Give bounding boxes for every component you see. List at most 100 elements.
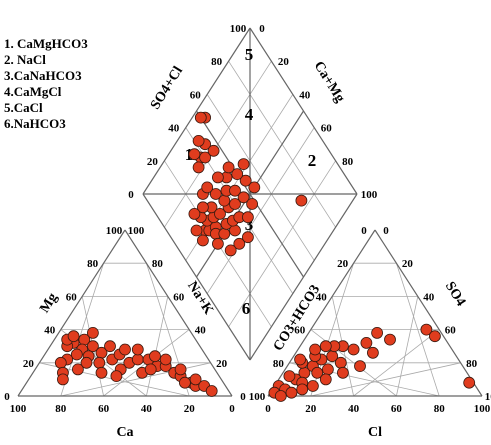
anion-point [371,326,384,339]
anion-point [420,323,433,336]
cation-left-tick: 40 [44,325,56,337]
diamond-point [188,148,201,161]
diamond-right-tick: 0 [259,23,265,35]
anion-bottom-tick: 60 [391,403,403,415]
anion-point [354,360,366,373]
cation-point [93,356,106,369]
anion-point [309,343,322,356]
cation-bottom-tick: 20 [184,403,196,415]
diamond-point [241,231,254,244]
zone-label-3: 3 [245,215,254,234]
anion-point [463,376,476,389]
data-points [54,111,476,402]
cation-left-label: Mg [37,291,60,316]
cation-bottom-tick: 0 [229,403,235,415]
anion-left-tick: 20 [337,258,349,270]
legend-item-5: 5.CaCl [4,100,43,115]
grid-line [310,362,461,397]
anion-right-tick: 60 [445,325,457,337]
diamond-left-tick: 20 [147,156,159,168]
cation-right-tick: 20 [216,358,228,370]
anion-left-label: CO3+HCO3 [271,282,323,353]
diamond-point [237,158,250,171]
cation-right-tick: 0 [240,391,246,403]
frame-edge [267,229,376,397]
diamond-point [218,227,231,240]
cation-point [131,353,144,366]
anion-right-tick: 40 [423,291,435,303]
zone-label-2: 2 [308,151,317,170]
cation-bottom-tick: 40 [141,403,153,415]
diamond-point [224,244,237,257]
grid-line [396,296,419,397]
diamond-point [188,207,201,220]
diamond-point [196,234,209,247]
diamond-point [209,188,222,200]
anion-point [285,386,298,399]
frame-edge [249,27,358,195]
diamond-left-tick: 100 [230,23,247,35]
legend-item-3: 3.CaNaHCO3 [4,68,82,83]
diamond-point [222,161,235,174]
diamond-left-tick: 40 [168,123,180,135]
anion-left-tick: 80 [273,358,285,370]
triangle-frames [17,27,483,397]
diamond-point [211,171,224,184]
cation-point [80,356,93,369]
diamond-point [201,181,214,194]
cation-left-tick: 100 [106,225,123,237]
anion-point [360,336,373,349]
diamond-right-tick: 40 [299,89,311,101]
cation-point [87,340,99,353]
diamond-point [239,174,252,187]
diamond-point [190,224,203,237]
anion-bottom-label: Cl [368,425,382,440]
diamond-left-tick: 0 [128,189,134,201]
cation-point [159,353,172,366]
cation-point [54,356,67,369]
diamond-point [229,184,241,197]
cation-bottom-tick: 60 [98,403,110,415]
zone-label-6: 6 [242,299,251,318]
cation-point [110,370,123,383]
diamond-point [246,198,259,210]
anion-bottom-tick: 40 [348,403,360,415]
cation-right-tick: 80 [152,258,164,270]
legend-item-1: 1. CaMgHCO3 [4,36,88,51]
cation-point [72,363,84,376]
diamond-right-tick: 20 [278,56,290,68]
legend-item-2: 2. NaCl [4,52,46,67]
anion-right-tick: 80 [466,358,478,370]
diamond-point [211,237,224,250]
diamond-point [192,134,205,147]
anion-bottom-tick: 80 [434,403,446,415]
anion-right-label: SO4 [442,279,468,309]
grid-line [396,263,440,397]
cation-left-tick: 0 [4,391,10,403]
diamond-right-tick: 100 [361,189,378,201]
diamond-right-tick: 60 [321,123,333,135]
diamond-point [218,194,231,207]
diamond-right-label: Ca+Mg [311,59,348,105]
diamond-point [229,198,241,210]
cation-point [174,363,187,376]
anion-point [296,383,309,396]
frame-edge [124,229,233,397]
diamond-left-label: SO4+Cl [148,64,186,112]
anion-right-tick: 0 [383,225,389,237]
anion-right-tick: 100 [485,391,491,403]
diamond-point [199,151,212,164]
grid-line [146,296,169,397]
cation-point [144,363,157,376]
diamond-left-tick: 80 [211,56,223,68]
anion-left-tick: 40 [316,291,328,303]
diamond-point [229,224,241,237]
frame-edge [374,229,483,397]
anion-left-tick: 0 [361,225,367,237]
cation-point [119,343,131,356]
cation-point [57,373,69,386]
anion-left-tick: 60 [294,325,306,337]
anion-point [311,366,324,379]
